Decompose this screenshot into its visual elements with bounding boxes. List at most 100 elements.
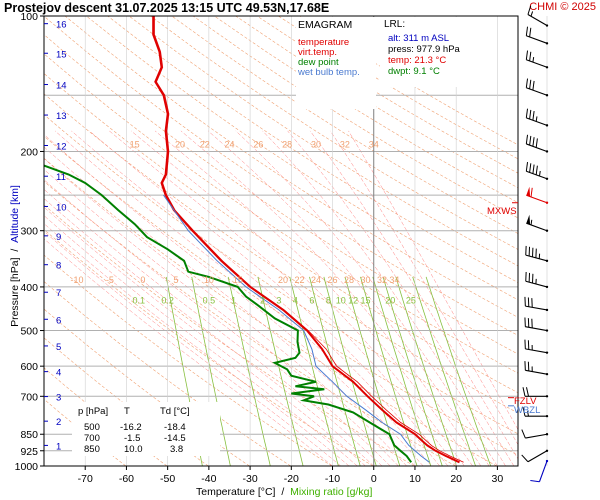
moist-adiabat-line	[44, 169, 399, 466]
moist-adiabat-line	[44, 134, 424, 466]
x-tick-label: -60	[119, 473, 134, 485]
chart-title: Prostejov descent 31.07.2025 13:15 UTC 4…	[4, 1, 330, 15]
wind-barb-shaft	[527, 450, 548, 463]
moist-adiabat-line	[44, 189, 383, 466]
x-tick-label: -40	[201, 473, 216, 485]
moist-adiabat-label: -5	[106, 275, 114, 285]
wind-barb-half-flag	[532, 57, 535, 63]
wind-barb-shaft	[526, 170, 548, 180]
dry-adiabat-label: 28	[282, 139, 292, 149]
y-tick-label: 600	[20, 361, 38, 373]
fzlv-label: FZLV	[514, 396, 537, 407]
wind-barb-flag	[529, 135, 532, 146]
x-axis-title-mixing-ratio: Mixing ratio [g/kg]	[290, 486, 373, 498]
moist-adiabat-line	[44, 198, 374, 466]
wind-barb-shaft	[525, 369, 548, 375]
wind-barb-flag	[532, 164, 535, 174]
mixing-ratio-line	[382, 276, 443, 466]
wind-barb-flag	[525, 78, 529, 88]
altitude-tick-label: 10	[56, 202, 67, 213]
moist-adiabat-line	[109, 130, 457, 466]
moist-adiabat-label: 32	[377, 275, 387, 285]
wind-barb-flag	[526, 387, 529, 397]
altitude-tick-label: 7	[56, 288, 61, 299]
legend-item-temperature: temperature	[298, 37, 350, 48]
dry-adiabat-line	[44, 254, 333, 466]
moist-adiabat-line	[44, 238, 333, 466]
table-row-p: 500	[84, 422, 100, 433]
x-tick-label: -30	[242, 473, 257, 485]
wind-barb-flag	[525, 134, 529, 145]
y-axis-title-altitude: Altitude [km]	[9, 185, 21, 243]
legend-box: EMAGRAM temperature virt.temp. dew point…	[296, 17, 376, 109]
mixing-ratio-label: 20	[385, 295, 395, 305]
table-row-p: 700	[84, 433, 100, 444]
wind-barb-half-flag	[535, 116, 538, 122]
y-tick-label: 300	[20, 226, 38, 238]
moist-adiabat-label: 10	[204, 275, 214, 285]
altitude-tick-label: 4	[56, 368, 61, 379]
y-tick-label: 200	[20, 146, 38, 158]
wind-barb-shaft	[527, 14, 548, 27]
moist-adiabat-label: 24	[311, 275, 321, 285]
mixing-ratio-line	[372, 276, 432, 466]
wind-barb-shaft	[526, 87, 548, 96]
mixing-ratio-line	[309, 276, 361, 466]
dry-adiabat-line	[44, 53, 518, 374]
moist-adiabat-line	[287, 130, 515, 466]
altitude-tick-label: 16	[56, 20, 67, 31]
wind-barb-flag	[522, 407, 526, 417]
wind-barb-half-flag	[527, 411, 529, 417]
altitude-tick-label: 2	[56, 417, 61, 428]
wind-barb-flag	[532, 111, 535, 121]
moist-adiabat-line	[44, 230, 341, 466]
altitude-tick-label: 15	[56, 49, 67, 60]
x-tick-label: 10	[409, 473, 421, 485]
x-tick-label: -70	[78, 473, 93, 485]
wind-barb-shaft	[526, 59, 548, 68]
table-row-td: -14.5	[164, 433, 186, 444]
moist-adiabat-line	[235, 130, 498, 466]
moist-adiabat-label: 22	[295, 275, 305, 285]
moist-adiabat-label: 26	[328, 275, 338, 285]
dry-adiabat-label: 22	[200, 139, 210, 149]
moist-adiabat-line	[130, 130, 465, 466]
dry-adiabat-label: 15	[130, 139, 140, 149]
wind-barb-shaft	[538, 460, 548, 482]
dry-adiabat-label: 32	[340, 139, 350, 149]
moist-adiabat-label: 5	[173, 275, 178, 285]
table-header-t: T	[124, 406, 130, 417]
wind-barb-flag	[521, 429, 526, 439]
table-row-td: 3.8	[170, 444, 184, 455]
y-axis-title-pressure: Pressure [hPa]	[9, 257, 21, 327]
dry-adiabat-label: 26	[253, 139, 263, 149]
mixing-ratio-line	[191, 276, 231, 466]
legend-item-dew-point: dew point	[298, 57, 339, 68]
table-header-p: p [hPa]	[78, 406, 109, 417]
table-row-t: -1.5	[124, 433, 141, 444]
x-tick-label: -20	[284, 473, 299, 485]
dry-adiabat-label: 34	[369, 139, 379, 149]
altitude-tick-label: 1	[56, 441, 61, 452]
wind-barb-flag	[535, 138, 538, 148]
wind-barb-flag	[529, 79, 532, 89]
altitude-tick-label: 3	[56, 393, 61, 404]
x-tick-label: 30	[492, 473, 504, 485]
x-tick-label: -50	[160, 473, 175, 485]
lrl-box: LRL: alt: 311 m ASL press: 977.9 hPa tem…	[380, 17, 468, 87]
moist-adiabat-line	[154, 130, 473, 466]
moist-adiabat-label: 34	[389, 275, 399, 285]
moist-adiabat-line	[44, 215, 358, 466]
altitude-tick-label: 11	[56, 172, 66, 183]
legend-heading: EMAGRAM	[298, 19, 353, 31]
wind-barb-flag	[529, 163, 532, 173]
wind-barb-flag	[529, 51, 532, 62]
mixing-ratio-line	[412, 276, 476, 466]
lrl-alt: alt: 311 m ASL	[388, 33, 450, 44]
plot-frame	[43, 15, 519, 467]
moist-adiabat-line	[89, 130, 449, 466]
mixing-ratio-label: 0.5	[203, 295, 216, 305]
moist-adiabat-line	[309, 130, 518, 460]
wind-barb-shaft	[525, 433, 548, 439]
